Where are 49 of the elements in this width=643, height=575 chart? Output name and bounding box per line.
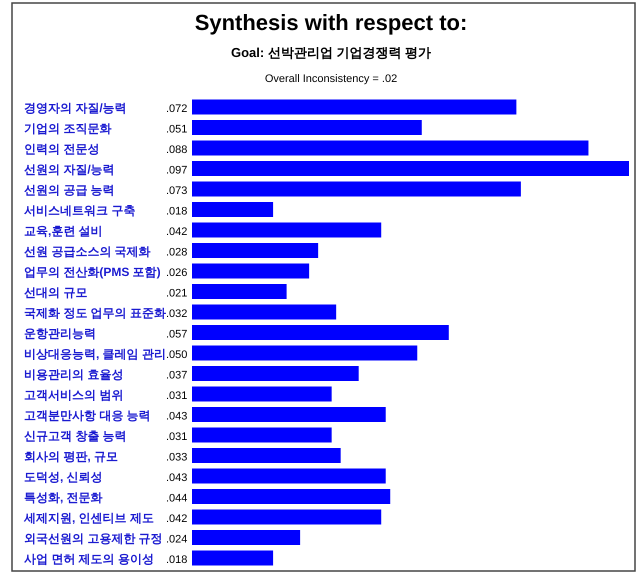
value-label: .088	[166, 144, 188, 156]
value-label: .031	[166, 431, 188, 443]
category-label: 기업의 조직문화	[24, 122, 112, 136]
category-label: 사업 면허 제도의 용이성	[24, 552, 154, 566]
value-label: .057	[166, 328, 188, 340]
value-label: .044	[166, 492, 188, 504]
value-label: .032	[166, 308, 188, 320]
category-label: 선대의 규모	[24, 286, 88, 300]
category-label: 교육,훈련 설비	[24, 224, 103, 238]
value-label: .050	[166, 349, 188, 361]
category-label: 신규고객 창출 능력	[24, 429, 127, 443]
value-label: .097	[166, 164, 188, 176]
category-label: 인력의 전문성	[24, 142, 100, 156]
category-label: 서비스네트워크 구축	[24, 204, 136, 218]
value-label: .042	[166, 226, 188, 238]
value-label: .042	[166, 513, 188, 525]
category-label: 비용관리의 효율성	[24, 368, 124, 382]
value-label: .072	[166, 103, 188, 115]
value-label: .073	[166, 185, 188, 197]
subtitle: Goal: 선박관리업 기업경쟁력 평가	[230, 45, 432, 60]
category-label: 외국선원의 고용제한 규정	[24, 532, 163, 546]
value-label: .026	[166, 267, 188, 279]
category-label: 고객분만사항 대응 능력	[24, 408, 151, 422]
value-label: .031	[166, 390, 188, 402]
value-label: .018	[166, 206, 188, 218]
value-label: .024	[166, 534, 188, 546]
value-label: .037	[166, 370, 188, 382]
category-label: 세제지원, 인센티브 제도	[24, 511, 154, 525]
category-label: 선원의 자질/능력	[24, 162, 115, 176]
value-label: .018	[166, 554, 188, 566]
category-label: 비상대응능력, 클레임 관리	[24, 347, 166, 361]
category-label: 선원의 공급 능력	[24, 183, 115, 197]
category-label: 경영자의 자질/능력	[24, 101, 127, 115]
title: Synthesis with respect to:	[194, 10, 468, 35]
category-label: 운항관리능력	[24, 326, 96, 340]
category-label: 회사의 평판, 규모	[24, 450, 118, 464]
value-label: .051	[166, 124, 188, 136]
value-label: .043	[166, 472, 188, 484]
value-label: .043	[166, 410, 188, 422]
category-label: 특성화, 전문화	[24, 490, 103, 504]
category-label: 도덕성, 신뢰성	[24, 470, 103, 484]
annotation: Overall Inconsistency = .02	[264, 73, 398, 85]
value-label: .033	[166, 452, 188, 464]
value-label: .028	[166, 246, 188, 258]
category-label: 선원 공급소스의 국제화	[24, 244, 151, 258]
value-label: .021	[166, 288, 188, 300]
category-label: 업무의 전산화(PMS 포함)	[24, 265, 161, 279]
category-label: 고객서비스의 범위	[24, 388, 124, 402]
category-label: 국제화 정도 업무의 표준화	[24, 306, 166, 320]
